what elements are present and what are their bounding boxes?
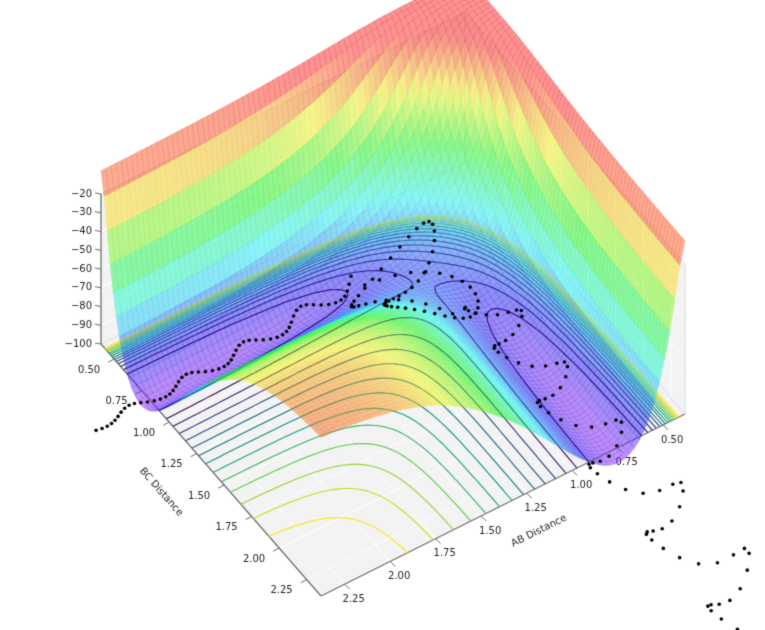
pes-3d-figure <box>0 0 765 630</box>
pes-surface-plot-canvas <box>0 0 765 630</box>
